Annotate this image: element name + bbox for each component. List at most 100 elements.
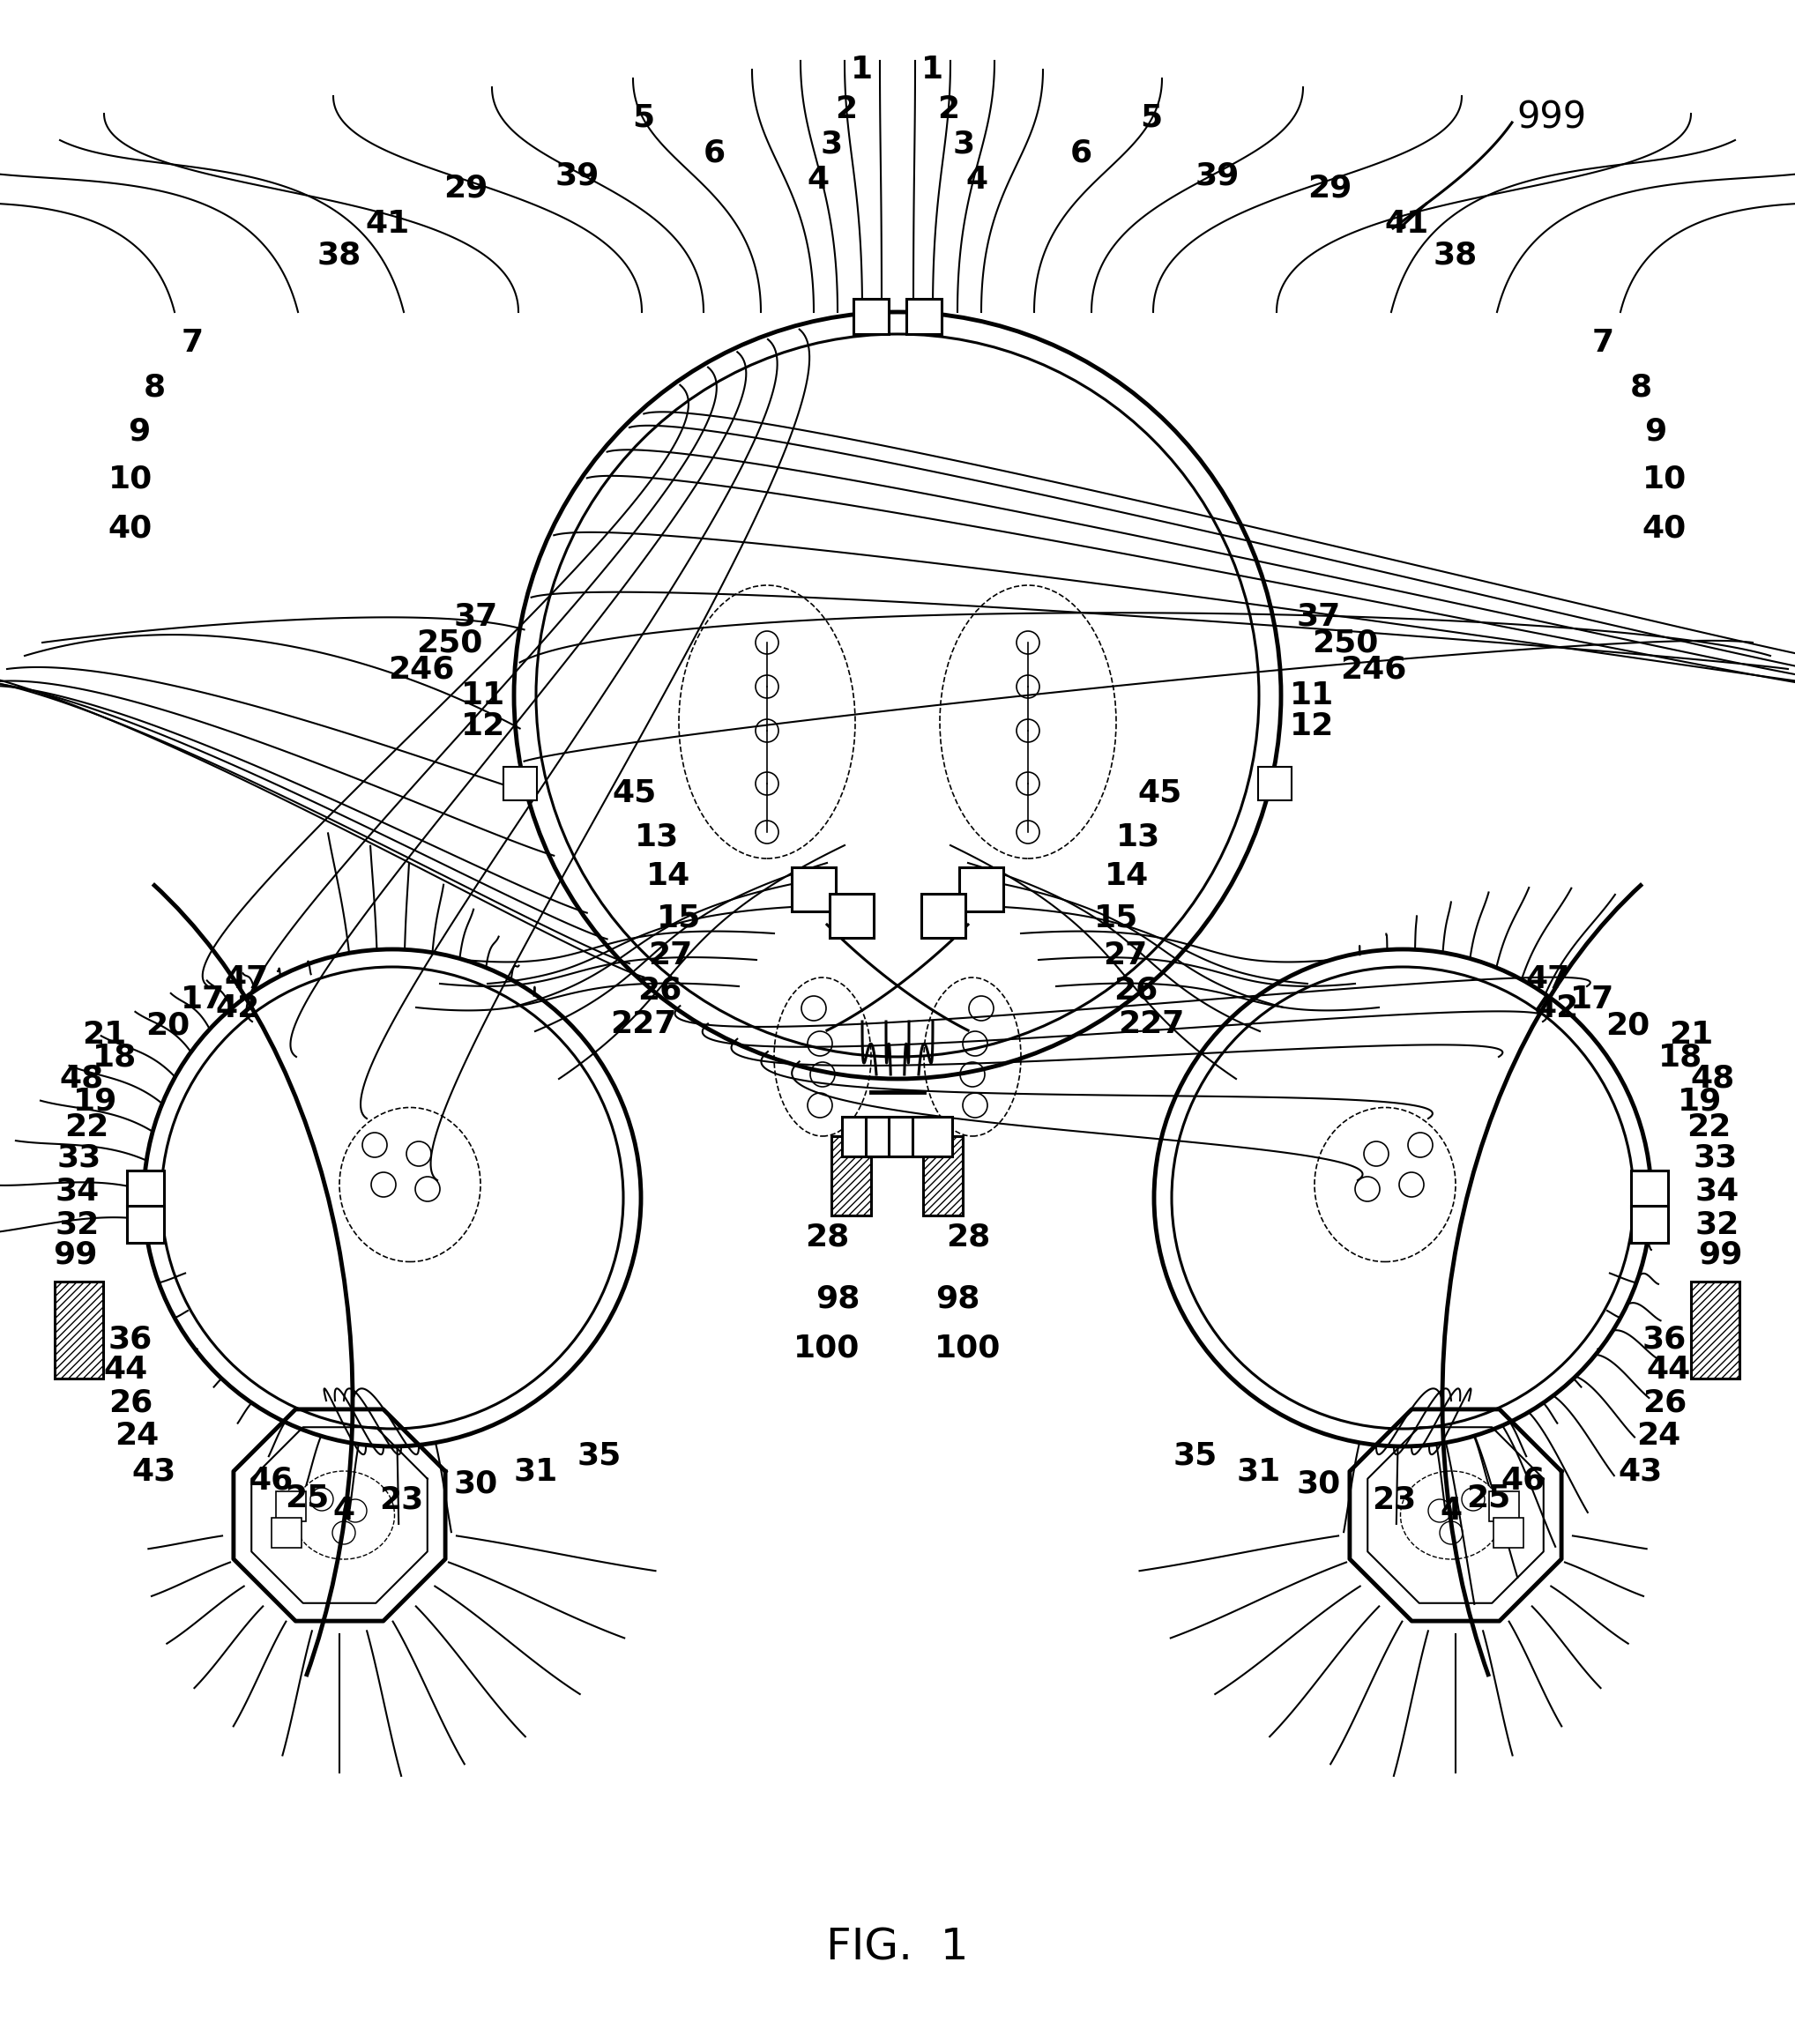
Text: 14: 14	[646, 861, 691, 891]
Text: 40: 40	[1642, 513, 1687, 544]
Text: 15: 15	[1093, 903, 1138, 932]
Text: 8: 8	[1630, 372, 1651, 403]
FancyBboxPatch shape	[271, 1519, 302, 1547]
Text: 22: 22	[1687, 1112, 1730, 1143]
Text: 10: 10	[1642, 464, 1687, 495]
Text: 9: 9	[127, 417, 151, 446]
FancyBboxPatch shape	[1691, 1282, 1739, 1378]
Text: 11: 11	[1291, 681, 1334, 711]
FancyBboxPatch shape	[792, 867, 836, 912]
Text: 250: 250	[1312, 628, 1379, 658]
Text: 100: 100	[935, 1333, 1002, 1363]
Text: 47: 47	[224, 965, 269, 993]
FancyBboxPatch shape	[914, 1116, 953, 1157]
Text: 26: 26	[637, 975, 682, 1006]
FancyBboxPatch shape	[276, 1492, 305, 1521]
Text: 1: 1	[851, 55, 874, 84]
Text: 999: 999	[1517, 100, 1587, 137]
Text: 15: 15	[657, 903, 702, 932]
Text: 9: 9	[1644, 417, 1668, 446]
Text: 4: 4	[966, 166, 987, 194]
Text: 35: 35	[1174, 1441, 1217, 1470]
Text: 23: 23	[1371, 1484, 1416, 1515]
Text: 227: 227	[1118, 1010, 1185, 1038]
Text: 6: 6	[1070, 139, 1091, 168]
Text: 4: 4	[332, 1496, 355, 1525]
Text: 48: 48	[1691, 1063, 1736, 1094]
Text: 98: 98	[815, 1284, 860, 1314]
Text: 34: 34	[56, 1175, 101, 1206]
FancyBboxPatch shape	[842, 1116, 881, 1157]
Text: 27: 27	[1102, 940, 1147, 971]
Text: 39: 39	[555, 159, 600, 190]
Text: 23: 23	[379, 1484, 424, 1515]
Text: 2: 2	[835, 94, 858, 125]
Text: 18: 18	[1659, 1042, 1702, 1071]
Text: 24: 24	[1637, 1421, 1680, 1451]
Text: 12: 12	[1291, 711, 1334, 742]
FancyBboxPatch shape	[56, 1282, 104, 1378]
Text: 246: 246	[1341, 654, 1407, 685]
Text: 46: 46	[250, 1466, 294, 1494]
Text: 13: 13	[635, 822, 679, 852]
FancyBboxPatch shape	[127, 1206, 163, 1243]
Text: 37: 37	[1296, 601, 1341, 632]
Text: 20: 20	[145, 1012, 190, 1040]
Text: 28: 28	[946, 1222, 991, 1253]
Text: 39: 39	[1195, 159, 1240, 190]
Text: 37: 37	[454, 601, 499, 632]
Text: 38: 38	[318, 239, 361, 270]
Text: 36: 36	[108, 1325, 153, 1353]
Text: 32: 32	[1694, 1210, 1739, 1239]
Text: 29: 29	[1307, 174, 1352, 204]
Text: 99: 99	[1698, 1241, 1743, 1269]
Text: 98: 98	[935, 1284, 980, 1314]
Text: FIG.  1: FIG. 1	[826, 1925, 969, 1968]
Text: 17: 17	[181, 985, 224, 1014]
Text: 6: 6	[704, 139, 725, 168]
FancyBboxPatch shape	[1632, 1171, 1668, 1208]
Text: 14: 14	[1104, 861, 1149, 891]
Text: 250: 250	[416, 628, 483, 658]
Text: 11: 11	[461, 681, 504, 711]
Text: 44: 44	[1646, 1355, 1691, 1384]
Text: 21: 21	[1669, 1020, 1712, 1051]
Text: 19: 19	[1678, 1085, 1721, 1116]
Text: 45: 45	[1138, 777, 1183, 807]
Text: 48: 48	[59, 1063, 104, 1094]
Text: 246: 246	[388, 654, 454, 685]
Text: 12: 12	[461, 711, 504, 742]
Text: 100: 100	[793, 1333, 860, 1363]
Text: 4: 4	[1440, 1496, 1463, 1525]
Text: 26: 26	[1642, 1388, 1687, 1416]
Text: 41: 41	[366, 208, 409, 239]
Text: 227: 227	[610, 1010, 677, 1038]
FancyBboxPatch shape	[503, 766, 537, 801]
Text: 33: 33	[1693, 1143, 1738, 1173]
Text: 17: 17	[1571, 985, 1614, 1014]
Text: 99: 99	[52, 1241, 97, 1269]
Text: 36: 36	[1642, 1325, 1687, 1353]
FancyBboxPatch shape	[906, 298, 942, 333]
Text: 22: 22	[65, 1112, 108, 1143]
FancyBboxPatch shape	[1632, 1206, 1668, 1243]
FancyBboxPatch shape	[1493, 1519, 1524, 1547]
Text: 1: 1	[921, 55, 944, 84]
Text: 13: 13	[1116, 822, 1160, 852]
Text: 29: 29	[443, 174, 488, 204]
FancyBboxPatch shape	[127, 1171, 163, 1208]
Text: 32: 32	[56, 1210, 101, 1239]
Text: 27: 27	[648, 940, 693, 971]
Text: 26: 26	[108, 1388, 153, 1416]
Text: 31: 31	[513, 1455, 558, 1486]
Text: 7: 7	[1592, 327, 1614, 358]
Text: 45: 45	[612, 777, 657, 807]
FancyBboxPatch shape	[889, 1116, 928, 1157]
Text: 43: 43	[133, 1455, 176, 1486]
Text: 30: 30	[1296, 1470, 1341, 1500]
FancyBboxPatch shape	[1258, 766, 1292, 801]
FancyBboxPatch shape	[829, 893, 874, 938]
Text: 46: 46	[1501, 1466, 1545, 1494]
Text: 10: 10	[108, 464, 153, 495]
Text: 33: 33	[57, 1143, 102, 1173]
